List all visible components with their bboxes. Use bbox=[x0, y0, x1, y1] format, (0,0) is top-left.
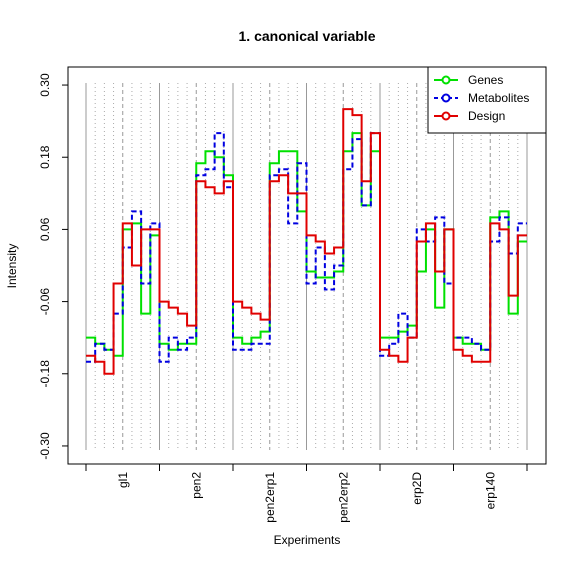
y-axis: 0.30 0.18 0.06 -0.06 -0.18 -0.30 bbox=[38, 73, 68, 460]
y-tick-label: 0.06 bbox=[38, 217, 52, 241]
y-tick-label: 0.18 bbox=[38, 145, 52, 169]
x-tick-label: pen2 bbox=[189, 472, 203, 499]
y-tick-label: -0.18 bbox=[38, 360, 52, 388]
x-tick-label: pen2erp2 bbox=[336, 472, 350, 523]
legend-label-design: Design bbox=[468, 109, 505, 123]
x-tick-label: pen2erp1 bbox=[263, 472, 277, 523]
y-tick-label: -0.06 bbox=[38, 288, 52, 316]
x-axis-label: Experiments bbox=[274, 533, 341, 547]
legend-marker-genes bbox=[441, 75, 451, 85]
y-tick-label: -0.30 bbox=[38, 432, 52, 460]
series-layer bbox=[86, 108, 527, 375]
chart-title: 1. canonical variable bbox=[239, 28, 376, 44]
series-line-design bbox=[86, 108, 527, 375]
legend-label-metabolites: Metabolites bbox=[468, 91, 529, 105]
series-line-metabolites bbox=[86, 132, 527, 363]
y-axis-label: Intensity bbox=[5, 244, 19, 289]
x-tick-label: erp140 bbox=[483, 472, 497, 510]
x-axis: gl1 pen2 pen2erp1 pen2erp2 erp2D erp140 bbox=[85, 464, 528, 523]
legend-marker-design bbox=[441, 111, 451, 121]
x-tick-label: gl1 bbox=[116, 472, 130, 488]
legend-marker-metabolites bbox=[441, 93, 451, 103]
legend: Genes Metabolites Design bbox=[427, 66, 547, 134]
legend-label-genes: Genes bbox=[468, 73, 503, 87]
y-tick-label: 0.30 bbox=[38, 73, 52, 97]
plot-frame bbox=[67, 66, 547, 465]
x-tick-label: erp2D bbox=[410, 472, 424, 505]
